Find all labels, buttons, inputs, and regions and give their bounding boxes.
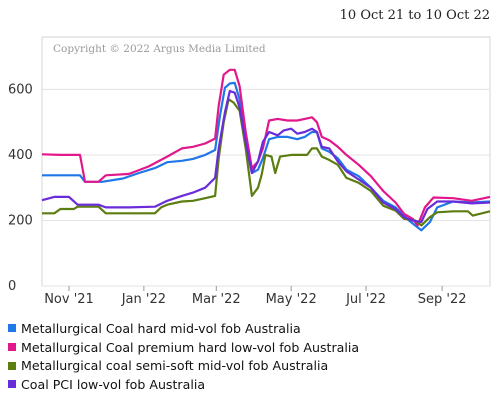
axes: 0 200 400 600 Nov '21 Jan '22 Mar '22 May '22 Ju… [8,82,490,307]
y-tick-label: 400 [8,148,33,163]
legend-label: Metallurgical coal semi-soft mid-vol fob… [21,358,329,374]
x-tick-label: Sep '22 [418,292,467,307]
series-line-3 [42,98,491,227]
x-tick-label: May '22 [266,292,317,307]
chart-legend: Metallurgical Coal hard mid-vol fob Aust… [8,319,359,394]
series-line-2 [41,68,491,227]
legend-swatch [8,343,16,352]
legend-label: Metallurgical Coal premium hard low-vol … [21,339,360,355]
x-tick-label: Mar '22 [192,292,241,307]
legend-item[interactable]: Coal PCI low-vol fob Australia [8,375,359,394]
legend-label: Metallurgical Coal hard mid-vol fob Aust… [21,320,301,336]
price-chart: Copyright © 2022 Argus Media Limited 0 20… [8,36,491,307]
legend-item[interactable]: Metallurgical coal semi-soft mid-vol fob… [8,356,359,375]
copyright-text: Copyright © 2022 Argus Media Limited [53,43,266,55]
x-tick-label: Nov '21 [44,292,94,307]
legend-swatch [8,324,16,333]
y-tick-label: 600 [8,82,33,97]
series-line-4 [41,90,491,224]
y-tick-label: 200 [8,213,33,228]
legend-swatch [8,380,16,389]
series-lines [41,68,491,232]
x-tick-label: Jan '22 [121,292,166,307]
legend-swatch [8,361,16,370]
y-tick-label: 0 [8,279,16,294]
x-tick-label: Jul '22 [345,292,386,307]
legend-item[interactable]: Metallurgical Coal hard mid-vol fob Aust… [8,319,359,338]
date-range-label: 10 Oct 21 to 10 Oct 22 [339,8,490,23]
plot-frame [41,36,491,287]
legend-item[interactable]: Metallurgical Coal premium hard low-vol … [8,338,359,357]
legend-label: Coal PCI low-vol fob Australia [21,376,206,392]
plot-area [41,36,491,287]
